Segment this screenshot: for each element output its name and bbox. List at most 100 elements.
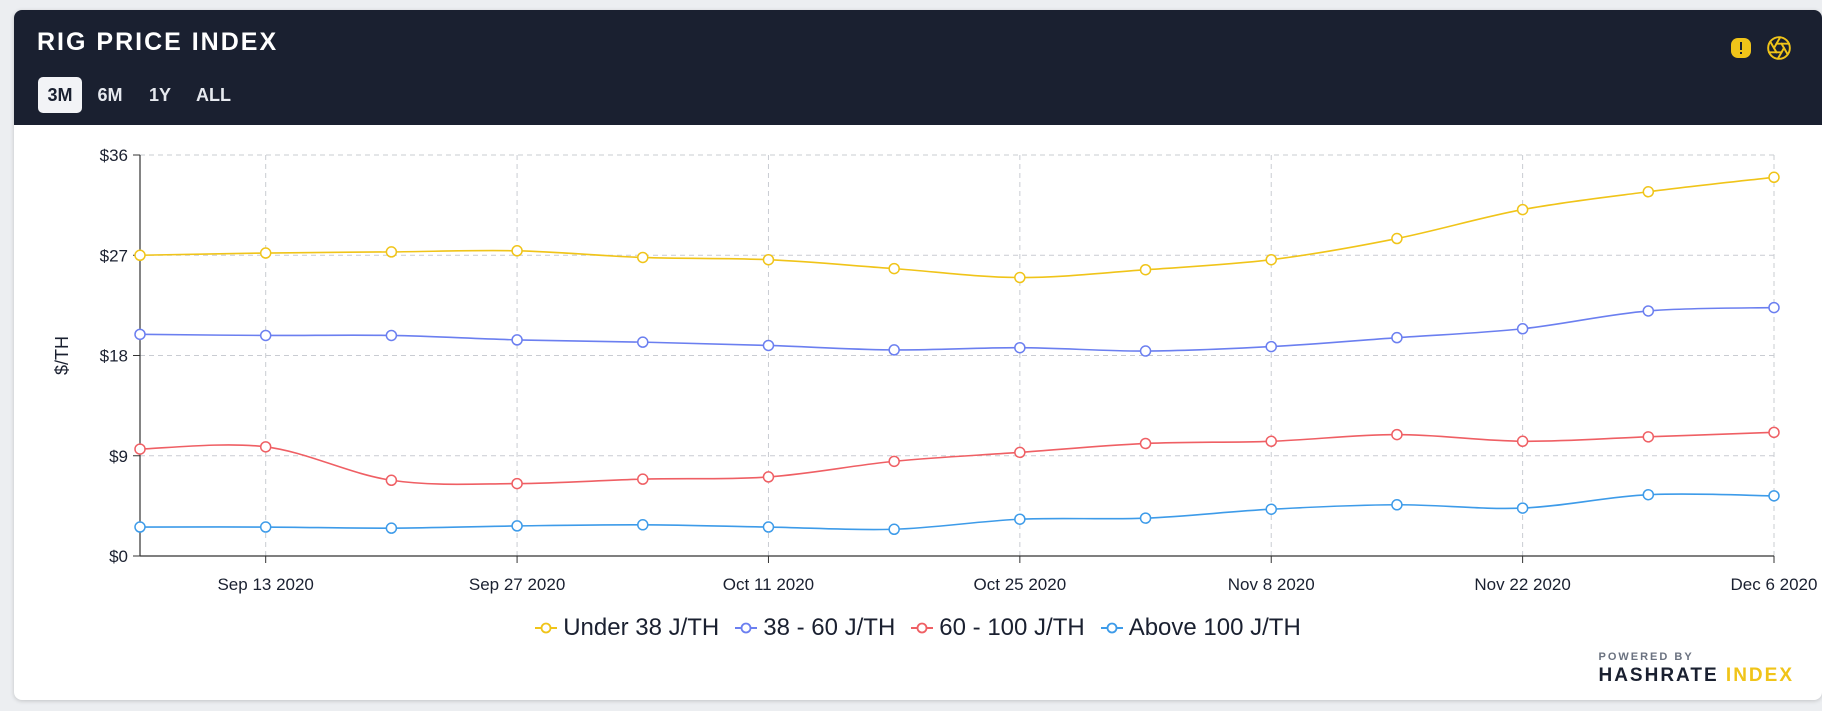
alert-icon[interactable] <box>1728 35 1754 61</box>
y-tick-label: $36 <box>100 146 128 165</box>
data-point <box>1516 323 1529 335</box>
data-point <box>385 246 398 258</box>
data-point <box>762 339 775 352</box>
data-point <box>888 523 900 536</box>
series-line <box>139 306 1775 352</box>
data-point <box>637 519 649 531</box>
data-point <box>762 471 775 483</box>
data-point <box>1391 428 1403 441</box>
data-point <box>1265 340 1277 353</box>
data-point <box>888 262 900 275</box>
range-tabs: 3M 6M 1Y ALL <box>38 77 239 113</box>
legend-label: 60 - 100 J/TH <box>939 614 1085 641</box>
data-point <box>134 443 146 455</box>
legend-marker-icon <box>735 622 758 634</box>
data-point <box>134 249 146 261</box>
data-point <box>134 328 146 341</box>
data-point <box>1265 435 1277 448</box>
legend-label: 38 - 60 J/TH <box>763 614 896 641</box>
x-tick-label: Oct 25 2020 <box>974 575 1067 594</box>
data-point <box>637 473 649 485</box>
series-1 <box>134 171 1780 284</box>
tab-1y[interactable]: 1Y <box>148 84 172 105</box>
branding: POWERED BY HASHRATE INDEX <box>1598 651 1794 687</box>
data-point <box>385 329 398 342</box>
data-point <box>1516 435 1529 448</box>
data-point <box>1391 232 1403 245</box>
data-point <box>1139 437 1152 450</box>
header-icons <box>1728 35 1792 61</box>
data-point <box>1642 431 1655 443</box>
chart-card: RIG PRICE INDEX 3M 6M 1Y ALL <box>14 10 1822 700</box>
data-point <box>1391 499 1403 511</box>
data-point <box>259 247 272 259</box>
data-point <box>762 521 775 533</box>
tab-6m[interactable]: 6M <box>97 84 123 105</box>
x-tick-label: Sep 13 2020 <box>217 575 313 594</box>
data-point <box>511 334 523 346</box>
brand-accent: INDEX <box>1725 665 1794 686</box>
legend-item[interactable]: Above 100 J/TH <box>1100 614 1301 642</box>
brand-logo: HASHRATE INDEX <box>1598 665 1794 687</box>
y-tick-label: $18 <box>100 347 128 366</box>
series-line <box>139 176 1775 279</box>
series-2 <box>134 301 1780 357</box>
data-point <box>762 253 775 266</box>
data-point <box>1516 502 1529 514</box>
data-point <box>637 251 649 264</box>
x-tick-label: Nov 22 2020 <box>1474 575 1570 594</box>
data-point <box>511 245 523 257</box>
data-point <box>1014 271 1026 284</box>
legend-label: Above 100 J/TH <box>1128 614 1301 641</box>
data-point <box>511 520 523 532</box>
data-point <box>1014 513 1026 525</box>
data-point <box>1642 305 1655 317</box>
data-point <box>1642 488 1655 501</box>
data-point <box>1014 341 1026 354</box>
data-point <box>1265 253 1277 266</box>
data-point <box>1768 490 1780 502</box>
data-point <box>1139 263 1152 276</box>
data-point <box>1642 186 1655 198</box>
data-point <box>1768 301 1780 314</box>
y-axis-label: $/TH <box>52 336 72 375</box>
data-point <box>1768 171 1780 184</box>
y-tick-label: $0 <box>109 547 128 566</box>
y-tick-label: $9 <box>109 447 128 466</box>
data-point <box>1516 203 1529 216</box>
card-header: RIG PRICE INDEX 3M 6M 1Y ALL <box>14 10 1822 125</box>
data-point <box>259 521 272 533</box>
data-point <box>637 336 649 348</box>
tab-3m[interactable]: 3M <box>38 77 82 113</box>
series-line <box>139 493 1775 531</box>
y-tick-label: $27 <box>100 246 128 265</box>
data-point <box>134 521 146 533</box>
data-point <box>888 344 900 356</box>
legend-marker-icon <box>535 622 558 634</box>
powered-by-label: POWERED BY <box>1598 651 1694 663</box>
data-point <box>259 329 272 342</box>
data-point <box>1014 446 1026 459</box>
aperture-icon[interactable] <box>1766 35 1792 61</box>
legend-marker-icon <box>911 622 934 634</box>
data-point <box>385 474 398 487</box>
legend-item[interactable]: Under 38 J/TH <box>535 614 719 642</box>
x-tick-label: Sep 27 2020 <box>469 575 565 594</box>
x-tick-label: Nov 8 2020 <box>1228 575 1315 594</box>
data-point <box>1391 331 1403 344</box>
data-point <box>1139 345 1152 357</box>
x-tick-label: Dec 6 2020 <box>1731 575 1818 594</box>
chart-legend: Under 38 J/TH 38 - 60 J/TH 60 - 100 J/TH Ab… <box>14 614 1822 642</box>
data-point <box>1768 426 1780 439</box>
series-3 <box>134 426 1780 490</box>
legend-marker-icon <box>1100 622 1123 634</box>
data-point <box>385 522 398 534</box>
data-point <box>1139 512 1152 524</box>
brand-main: HASHRATE <box>1598 665 1719 686</box>
line-chart: $0 $9 $18 $27 $36 Sep 13 2020 Sep 27 2020 Oct 1… <box>52 146 1818 594</box>
legend-item[interactable]: 60 - 100 J/TH <box>911 614 1085 642</box>
data-point <box>259 441 272 453</box>
series-line <box>139 431 1775 486</box>
tab-all[interactable]: ALL <box>196 84 231 105</box>
legend-item[interactable]: 38 - 60 J/TH <box>735 614 895 642</box>
